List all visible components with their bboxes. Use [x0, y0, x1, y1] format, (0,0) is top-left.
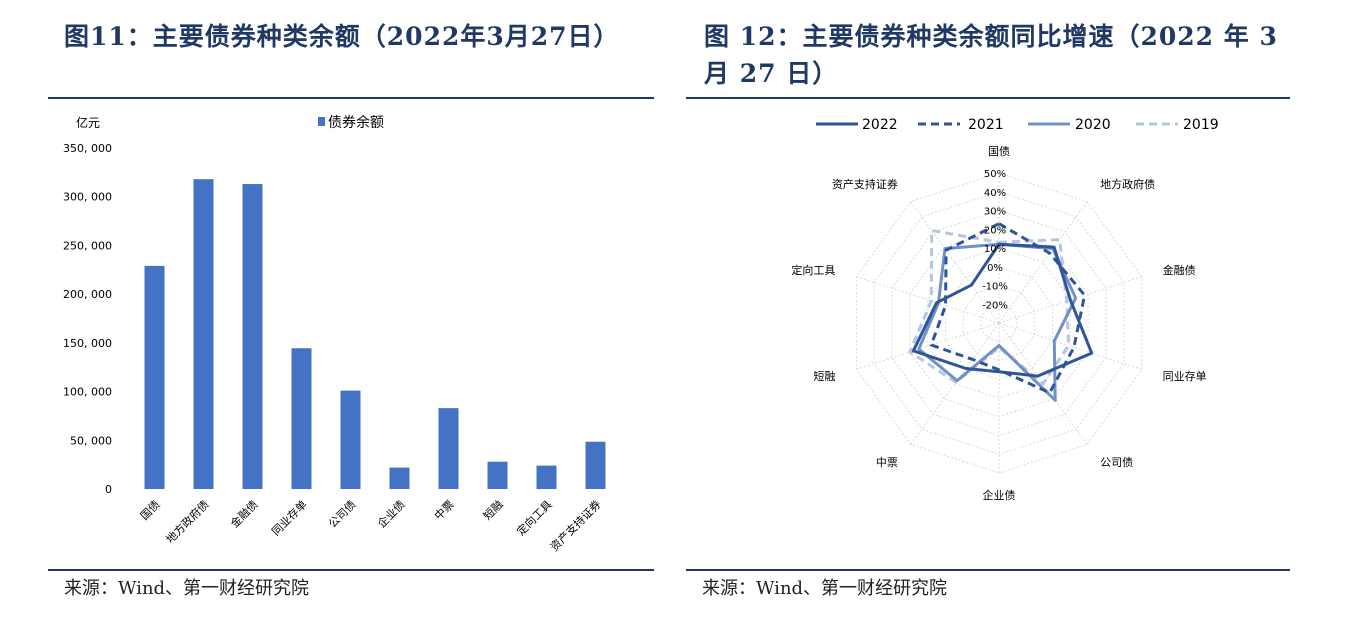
radial-tick-label: 20%: [984, 225, 1006, 236]
y-tick-label: 300, 000: [63, 191, 112, 204]
bar-金融债: [242, 184, 263, 489]
radar-spoke: [998, 276, 1142, 324]
radial-tick-label: -10%: [982, 282, 1008, 293]
legend-swatch-bonds: [318, 117, 325, 126]
radial-tick-label: 0%: [987, 263, 1003, 274]
legend-label-2020: 2020: [1075, 117, 1111, 133]
radar-grid-ring: [927, 247, 1071, 399]
axis-category-label: 地方政府债: [1100, 177, 1155, 191]
radar-series-2020: [917, 242, 1078, 402]
x-tick-label: 短融: [480, 497, 505, 522]
left-bottom-rule: [48, 569, 654, 571]
legend-label-2021: 2021: [968, 117, 1004, 133]
radar-series-2021: [929, 222, 1087, 395]
bar-公司债: [340, 390, 361, 489]
x-tick-label: 地方政府债: [163, 497, 212, 546]
left-source-note: 来源：Wind、第一财经研究院: [64, 578, 310, 599]
bar-资产支持证券: [585, 441, 606, 489]
y-tick-label: 350, 000: [63, 142, 112, 155]
legend-label-2019: 2019: [1183, 117, 1219, 133]
axis-category-label: 中票: [876, 456, 898, 469]
y-tick-label: 50, 000: [70, 434, 112, 447]
right-top-rule: [686, 97, 1290, 99]
radar-spoke: [998, 201, 1088, 324]
radial-tick-label: 50%: [984, 169, 1006, 180]
radar-spoke: [910, 322, 1000, 445]
left-figure-title: 图11：主要债券种类余额（2022年3月27日）: [64, 22, 620, 51]
bar-chart: 亿元 债券余额 0 50, 000 100, 000 150, 000 200, 000 25…: [63, 114, 606, 554]
x-tick-label: 中票: [432, 498, 457, 523]
axis-category-label: 资产支持证券: [832, 177, 898, 191]
y-tick-label: 200, 000: [63, 288, 112, 301]
bar-中票: [438, 408, 459, 489]
radar-grid-ring: [873, 191, 1125, 455]
radar-spoke: [998, 322, 1142, 370]
bar-国债: [144, 265, 165, 489]
left-top-rule: [48, 97, 654, 99]
x-tick-label: 金融债: [227, 497, 260, 530]
legend-label-bonds: 债券余额: [328, 114, 384, 131]
axis-category-label: 同业存单: [1163, 369, 1207, 383]
x-tick-label: 企业债: [374, 497, 407, 530]
radar-spoke: [856, 276, 1000, 324]
y-tick-label: 250, 000: [63, 239, 112, 252]
y-tick-label: 100, 000: [63, 386, 112, 399]
axis-category-label: 金融债: [1163, 263, 1196, 277]
x-tick-label: 同业存单: [269, 497, 310, 538]
legend-label-2022: 2022: [862, 117, 898, 133]
right-bottom-rule: [686, 569, 1290, 571]
x-tick-label: 定向工具: [514, 497, 555, 538]
bar-短融: [487, 461, 508, 489]
radial-tick-label: 40%: [984, 188, 1006, 199]
y-tick-label: 0: [105, 483, 112, 496]
x-tick-label: 国债: [137, 497, 162, 522]
radial-tick-label: 10%: [984, 244, 1006, 255]
y-unit-label: 亿元: [76, 115, 100, 130]
radial-tick-label: 30%: [984, 207, 1006, 218]
axis-category-label: 公司债: [1100, 455, 1133, 469]
radar-series-2019: [908, 228, 1071, 386]
radar-spoke: [998, 322, 1088, 445]
radar-grid-ring: [962, 284, 1036, 362]
x-tick-label: 公司债: [325, 497, 358, 530]
bar-企业债: [389, 467, 410, 489]
axis-category-label: 企业债: [983, 488, 1016, 502]
radar-spoke: [856, 322, 1000, 370]
bar-地方政府债: [193, 179, 214, 490]
radar-grid-ring: [855, 172, 1143, 474]
radar-series-2022: [911, 242, 1094, 378]
bar-定向工具: [536, 465, 557, 489]
axis-category-label: 定向工具: [791, 263, 835, 277]
radar-chart: 2022 2021 2020 2019 -20% -10% 0% 10% 20% 30% 40% 50…: [791, 117, 1219, 502]
bar-同业存单: [291, 348, 312, 489]
y-tick-label: 150, 000: [63, 337, 112, 350]
radar-grid-ring: [980, 303, 1018, 343]
x-tick-label: 资产支持证券: [547, 497, 604, 554]
axis-category-label: 国债: [988, 144, 1010, 158]
radial-tick-label: -20%: [982, 300, 1008, 311]
right-figure-title: 图 12：主要债券种类余额同比增速（2022 年 3 月 27 日）: [704, 22, 1278, 88]
axis-category-label: 短融: [813, 369, 835, 383]
right-source-note: 来源：Wind、第一财经研究院: [702, 578, 948, 599]
radar-spoke: [910, 201, 1000, 324]
